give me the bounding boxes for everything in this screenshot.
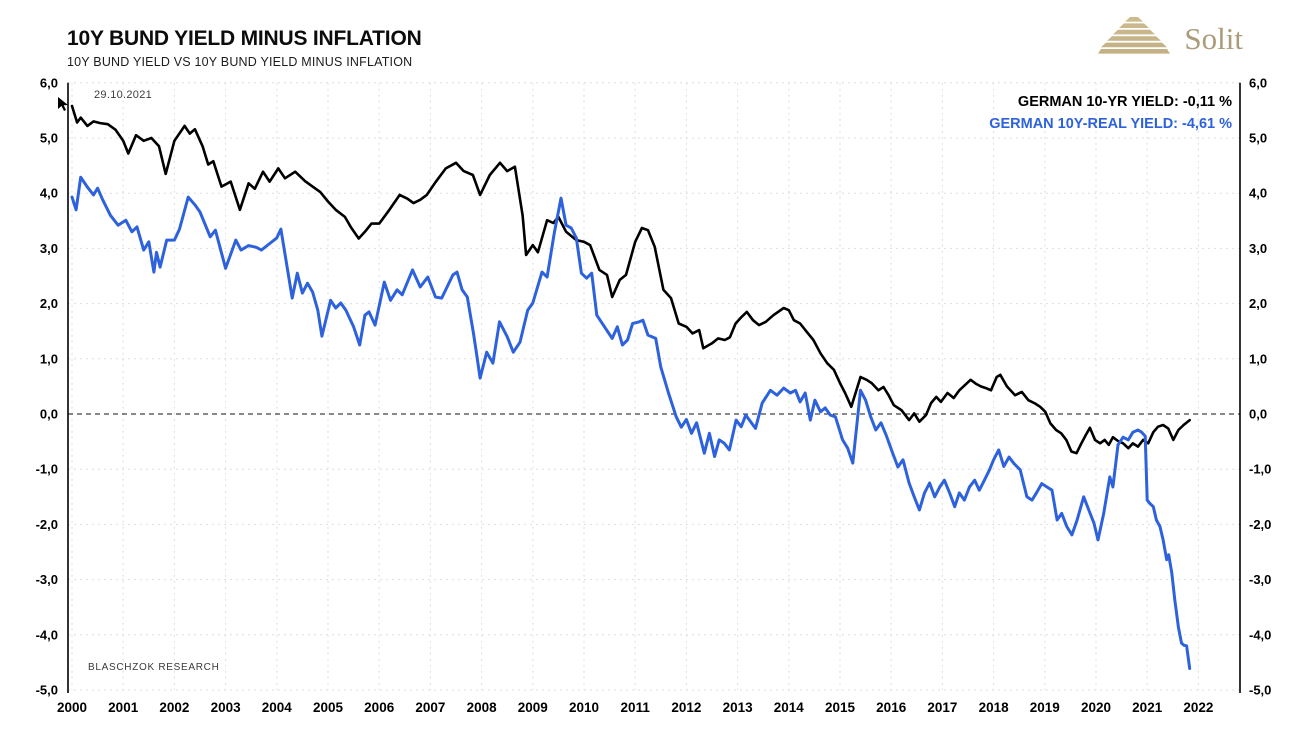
y-axis-label-left: 4,0 [40, 186, 58, 201]
chart-header: 10Y BUND YIELD MINUS INFLATION 10Y BUND … [67, 28, 422, 69]
solit-logo: Solit [1098, 15, 1243, 62]
real-yield-line [70, 175, 1192, 670]
y-axis-label-left: -3,0 [36, 572, 58, 587]
logo-wordmark: Solit [1184, 21, 1243, 56]
y-axis-label-right: -1,0 [1249, 462, 1271, 477]
y-axis-label-right: 2,0 [1249, 296, 1267, 311]
y-axis-label-right: -3,0 [1249, 572, 1271, 587]
y-axis-label-right: 3,0 [1249, 241, 1267, 256]
legend-real-yield: GERMAN 10Y-REAL YIELD: -4,61 % [989, 116, 1232, 132]
y-axis-label-right: -4,0 [1249, 627, 1271, 642]
y-axis-label-left: 1,0 [40, 351, 58, 366]
nominal-yield-line [70, 104, 1191, 455]
x-axis-label: 2001 [108, 700, 139, 715]
x-axis-label: 2009 [518, 700, 548, 715]
x-axis-label: 2016 [876, 700, 907, 715]
x-axis-label: 2012 [671, 700, 701, 715]
x-axis-label: 2008 [467, 700, 498, 715]
x-axis-label: 2013 [723, 700, 754, 715]
x-axis-label: 2004 [262, 700, 293, 715]
x-axis-label: 2010 [569, 700, 599, 715]
y-axis-label-left: 2,0 [40, 296, 58, 311]
x-axis-label: 2019 [1030, 700, 1060, 715]
x-axis-label: 2021 [1132, 700, 1163, 715]
y-axis-label-right: 5,0 [1249, 131, 1267, 146]
x-axis-label: 2007 [415, 700, 445, 715]
y-axis-label-left: 5,0 [40, 131, 58, 146]
x-axis-label: 2018 [979, 700, 1010, 715]
x-axis-label: 2011 [621, 700, 651, 715]
x-axis-label: 2014 [774, 700, 805, 715]
legend-nominal-yield: GERMAN 10-YR YIELD: -0,11 % [1017, 94, 1232, 110]
x-axis-label: 2017 [927, 700, 957, 715]
pyramid-logo-icon [1098, 15, 1171, 62]
y-axis-label-left: 0,0 [40, 407, 58, 422]
x-axis-label: 2000 [57, 700, 87, 715]
y-axis-label-right: 4,0 [1249, 186, 1267, 201]
y-axis-label-right: 1,0 [1249, 351, 1267, 366]
y-axis-label-left: 6,0 [40, 75, 58, 90]
x-axis-label: 2015 [825, 700, 856, 715]
chart-legend: GERMAN 10-YR YIELD: -0,11 % GERMAN 10Y-R… [989, 91, 1232, 135]
page-title: 10Y BUND YIELD MINUS INFLATION [67, 27, 422, 50]
research-watermark: BLASCHZOK RESEARCH [88, 662, 220, 673]
x-axis-label: 2022 [1183, 700, 1213, 715]
x-axis-label: 2003 [211, 700, 242, 715]
y-axis-label-right: -5,0 [1249, 683, 1271, 698]
x-axis-label: 2005 [313, 700, 344, 715]
x-axis-label: 2002 [159, 700, 189, 715]
x-axis-label: 2006 [364, 700, 395, 715]
chart-subtitle: 10Y BUND YIELD VS 10Y BUND YIELD MINUS I… [67, 55, 413, 69]
x-axis-label: 2020 [1081, 700, 1111, 715]
y-axis-label-right: 0,0 [1249, 407, 1267, 422]
y-axis-label-left: -2,0 [36, 517, 58, 532]
date-annotation: 29.10.2021 [94, 89, 153, 101]
y-axis-label-left: 3,0 [40, 241, 58, 256]
y-axis-label-left: -4,0 [36, 627, 58, 642]
y-axis-label-right: 6,0 [1249, 75, 1267, 90]
y-axis-label-right: -2,0 [1249, 517, 1271, 532]
y-axis-label-left: -5,0 [36, 683, 58, 698]
y-axis-label-left: -1,0 [36, 462, 58, 477]
